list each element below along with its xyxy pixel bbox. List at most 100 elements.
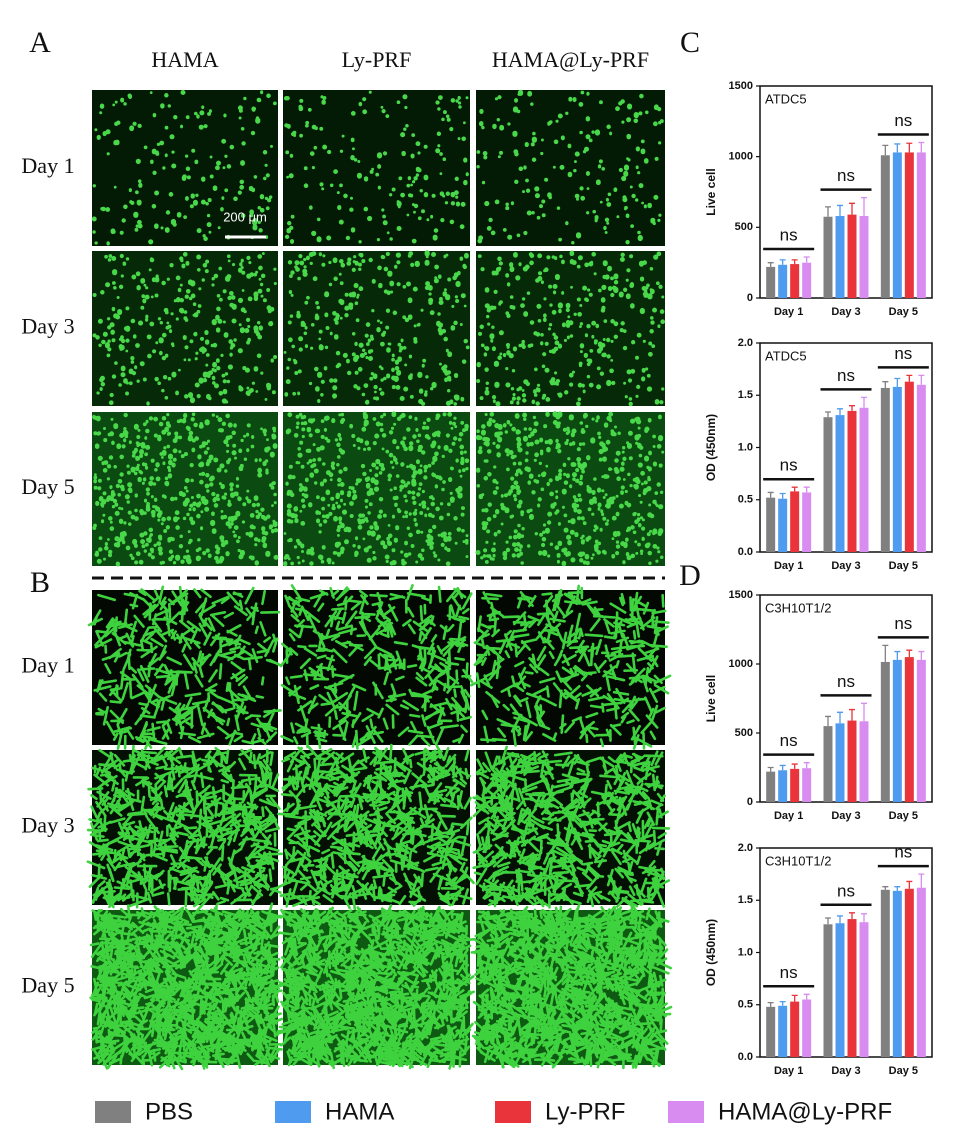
bar xyxy=(892,659,902,802)
y-tick-label: 1.0 xyxy=(738,441,753,453)
bar xyxy=(904,657,914,802)
bar xyxy=(847,720,857,802)
legend-label: Ly-PRF xyxy=(545,1098,625,1125)
error-bar xyxy=(918,141,925,153)
bar xyxy=(904,381,914,552)
bar xyxy=(916,384,926,552)
cells xyxy=(475,411,665,567)
x-tick-label: Day 1 xyxy=(774,306,803,318)
column-header: Ly-PRF xyxy=(342,47,412,72)
significance-label: ns xyxy=(894,614,912,633)
legend-swatch xyxy=(275,1101,311,1123)
significance-label: ns xyxy=(780,456,798,475)
bar xyxy=(892,152,902,298)
significance-label: ns xyxy=(780,963,798,982)
row-label: Day 3 xyxy=(21,813,74,838)
error-bar xyxy=(882,886,889,890)
y-tick-label: 500 xyxy=(735,727,753,739)
bar xyxy=(802,492,812,552)
bar xyxy=(880,889,890,1057)
bar xyxy=(766,266,776,298)
bar xyxy=(835,216,845,298)
error-bar xyxy=(791,994,798,1002)
error-bar xyxy=(861,913,867,923)
cells xyxy=(283,250,470,406)
bar xyxy=(823,216,833,298)
error-bar xyxy=(861,702,867,722)
y-axis-label: OD (450nm) xyxy=(704,919,718,986)
error-bar xyxy=(779,492,786,499)
y-axis-label: Live cell xyxy=(704,168,718,215)
error-bar xyxy=(825,206,831,217)
cells xyxy=(476,250,665,407)
bar xyxy=(859,922,869,1057)
bar xyxy=(880,661,890,802)
cells xyxy=(87,585,283,750)
bar xyxy=(892,386,902,552)
significance-label: ns xyxy=(894,843,912,862)
chart-title: C3H10T1/2 xyxy=(765,600,831,615)
row-label: Day 1 xyxy=(21,653,74,678)
error-bar xyxy=(861,396,867,408)
y-tick-label: 0.5 xyxy=(738,999,753,1011)
row-label: Day 5 xyxy=(21,474,74,499)
bar xyxy=(802,768,812,802)
error-bar xyxy=(882,381,889,388)
panel-letter: C xyxy=(680,26,700,59)
error-bar xyxy=(882,644,889,662)
cells xyxy=(283,411,470,567)
error-bar xyxy=(779,259,786,265)
bar xyxy=(916,152,926,298)
error-bar xyxy=(882,144,889,156)
y-tick-label: 1500 xyxy=(729,589,753,601)
bar xyxy=(823,726,833,802)
bar xyxy=(835,415,845,552)
legend-swatch xyxy=(668,1101,704,1123)
bar xyxy=(835,923,845,1057)
bar xyxy=(778,264,788,298)
bar xyxy=(790,768,800,802)
legend-swatch xyxy=(95,1101,131,1123)
error-bar xyxy=(906,649,913,658)
bar xyxy=(766,1006,776,1057)
cells xyxy=(470,904,673,1070)
y-tick-label: 1000 xyxy=(729,658,753,670)
error-bar xyxy=(861,197,867,217)
bar xyxy=(790,1001,800,1057)
error-bar xyxy=(894,886,901,891)
y-tick-label: 1.0 xyxy=(738,946,753,958)
error-bar xyxy=(803,256,810,263)
x-tick-label: Day 3 xyxy=(831,810,860,822)
error-bar xyxy=(791,763,798,769)
panel-letter: D xyxy=(679,559,701,592)
x-tick-label: Day 1 xyxy=(774,1065,803,1077)
error-bar xyxy=(791,486,798,492)
bar xyxy=(802,999,812,1057)
panel-letter: A xyxy=(29,26,51,59)
bar xyxy=(790,264,800,298)
significance-label: ns xyxy=(837,366,855,385)
error-bar xyxy=(906,880,913,889)
error-bar xyxy=(849,912,855,920)
scale-bar-label: 200 μm xyxy=(223,209,267,224)
x-tick-label: Day 1 xyxy=(774,560,803,572)
x-tick-label: Day 5 xyxy=(889,560,918,572)
error-bar xyxy=(849,202,855,215)
error-bar xyxy=(894,377,901,387)
error-bar xyxy=(837,204,843,217)
y-tick-label: 0.0 xyxy=(738,1051,753,1063)
plot-frame xyxy=(759,85,933,299)
bar xyxy=(859,721,869,802)
micrograph xyxy=(476,90,665,246)
x-tick-label: Day 3 xyxy=(831,560,860,572)
error-bar xyxy=(849,405,855,411)
bar xyxy=(823,417,833,552)
row-label: Day 1 xyxy=(21,153,74,178)
error-bar xyxy=(767,491,774,498)
error-bar xyxy=(918,873,925,888)
cells xyxy=(472,745,671,909)
cells xyxy=(92,251,277,406)
bar xyxy=(847,410,857,552)
error-bar xyxy=(825,411,831,418)
legend-swatch xyxy=(495,1101,531,1123)
